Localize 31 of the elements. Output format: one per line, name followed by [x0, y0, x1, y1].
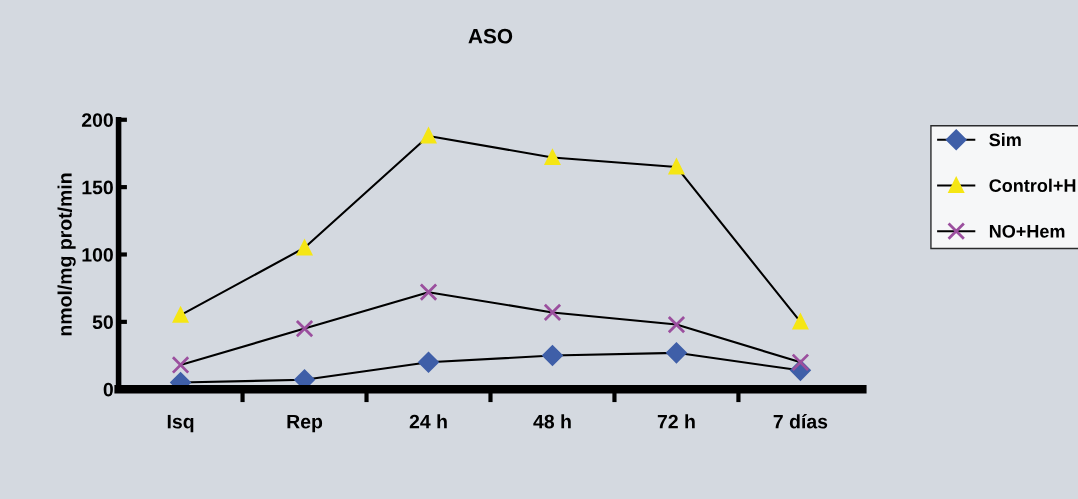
point	[666, 342, 687, 364]
point	[791, 353, 810, 372]
point	[418, 352, 439, 373]
point	[542, 345, 563, 366]
point	[172, 307, 189, 323]
point	[296, 240, 313, 256]
legend-label: Sim	[989, 132, 1021, 147]
x-tick-label: 72 h	[657, 414, 695, 429]
point	[295, 319, 314, 338]
y-tick-label: 150	[82, 180, 113, 195]
y-tick-label: 50	[92, 315, 113, 330]
y-tick-label: 0	[103, 382, 113, 397]
x-tick-label: 7 días	[773, 414, 828, 429]
legend-label: NO+Hem	[989, 224, 1065, 238]
point	[667, 315, 686, 334]
chart-title: ASO	[468, 28, 513, 44]
y-axis-title: nmol/mg prot/min	[57, 173, 76, 336]
point	[792, 314, 809, 330]
x-tick-label: Isq	[167, 414, 194, 433]
point	[419, 283, 438, 302]
point	[543, 303, 562, 322]
y-tick-label: 200	[81, 113, 113, 127]
x-tick-label: 24 h	[409, 414, 447, 429]
point	[668, 159, 685, 175]
point	[420, 128, 437, 144]
point	[544, 149, 561, 166]
x-tick-label: 48 h	[533, 414, 571, 429]
x-tick-label: Rep	[287, 414, 323, 433]
point	[171, 355, 190, 374]
legend-label: Control+H	[989, 178, 1076, 192]
y-tick-label: 100	[82, 247, 113, 262]
